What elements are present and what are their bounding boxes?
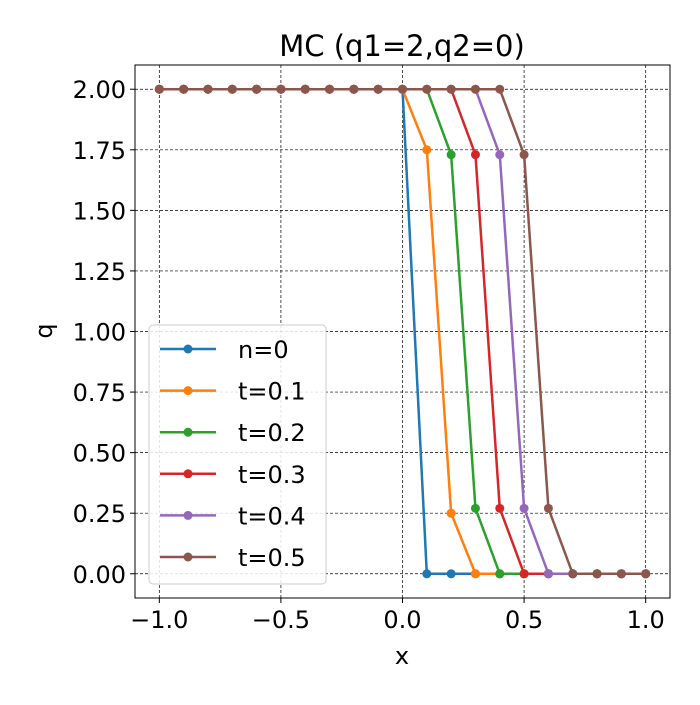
data-point [470, 569, 480, 579]
y-axis-label: q [30, 323, 58, 338]
legend-label: t=0.5 [238, 544, 306, 572]
series-lines [154, 84, 651, 579]
data-point [470, 150, 480, 160]
data-point [179, 84, 189, 94]
x-tick-label: 0.0 [383, 606, 421, 634]
data-point [373, 84, 383, 94]
data-point [422, 145, 432, 155]
data-point [349, 84, 359, 94]
ticks: −1.0 −0.5 0.0 0.5 1.0 0.00 0.25 0.50 0.75 1.00 1.2… [73, 76, 665, 634]
legend-marker [183, 344, 193, 354]
data-point [252, 84, 262, 94]
legend-label: t=0.2 [238, 419, 306, 447]
data-point [446, 569, 456, 579]
data-point [203, 84, 213, 94]
legend-label: t=0.3 [238, 461, 306, 489]
data-point [519, 150, 529, 160]
legend-marker [183, 386, 193, 396]
data-point [616, 569, 626, 579]
y-tick-label: 0.00 [73, 561, 126, 589]
y-tick-label: 1.25 [73, 258, 126, 286]
legend-marker [183, 427, 193, 437]
y-tick-label: 2.00 [73, 76, 126, 104]
y-tick-label: 0.25 [73, 500, 126, 528]
data-point [495, 150, 505, 160]
data-point [227, 84, 237, 94]
y-tick-label: 0.75 [73, 379, 126, 407]
y-tick-label: 1.00 [73, 319, 126, 347]
data-point [300, 84, 310, 94]
legend-marker [183, 510, 193, 520]
data-point [470, 84, 480, 94]
y-tick-label: 0.50 [73, 440, 126, 468]
data-point [519, 569, 529, 579]
data-point [154, 84, 164, 94]
legend-marker [183, 552, 193, 562]
x-axis-label: x [395, 642, 409, 670]
data-point [641, 569, 651, 579]
x-tick-label: −1.0 [130, 606, 188, 634]
x-tick-label: 1.0 [627, 606, 665, 634]
data-point [568, 569, 578, 579]
data-point [446, 84, 456, 94]
data-point [446, 508, 456, 518]
data-point [495, 503, 505, 513]
legend-label: n=0 [238, 336, 289, 364]
x-tick-label: 0.5 [505, 606, 543, 634]
y-tick-label: 1.75 [73, 137, 126, 165]
data-point [398, 84, 407, 94]
legend-label: t=0.4 [238, 502, 306, 530]
data-point [495, 569, 505, 579]
data-point [543, 503, 553, 513]
chart-title: MC (q1=2,q2=0) [279, 29, 525, 63]
y-tick-label: 1.50 [73, 197, 126, 225]
legend: n=0 t=0.1 t=0.2 t=0.3 t=0.4 t=0.5 [148, 324, 327, 585]
data-point [276, 84, 286, 94]
x-tick-label: −0.5 [252, 606, 310, 634]
legend-marker [183, 469, 193, 479]
data-point [495, 84, 505, 94]
data-point [325, 84, 335, 94]
data-point [422, 569, 432, 579]
data-point [519, 503, 529, 513]
legend-label: t=0.1 [238, 378, 306, 406]
data-point [470, 503, 480, 513]
data-point [446, 150, 456, 160]
data-point [592, 569, 602, 579]
data-point [543, 569, 553, 579]
data-point [422, 84, 432, 94]
